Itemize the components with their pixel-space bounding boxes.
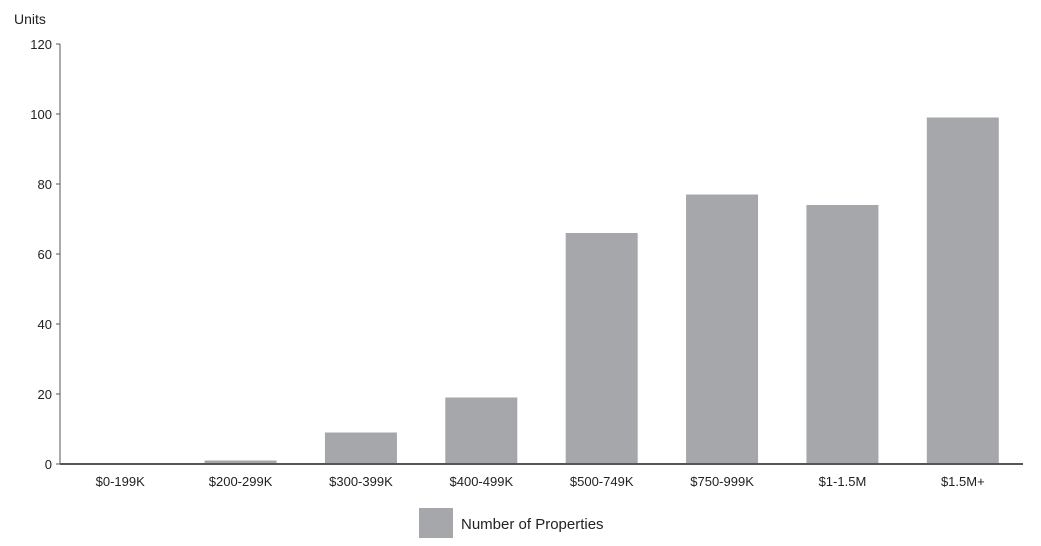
bar [445,397,518,464]
y-tick-label: 120 [30,37,52,52]
x-tick-label: $500-749K [570,474,634,489]
x-tick-label: $200-299K [209,474,273,489]
bar [686,194,759,464]
bar [565,233,638,464]
x-tick-label: $750-999K [690,474,754,489]
legend: Number of Properties [419,508,604,538]
y-axis-title: Units [14,11,46,27]
x-axis: $0-199K $200-299K $300-399K $400-499K $500-7… [60,463,1023,489]
y-tick-label: 80 [38,177,52,192]
bars [204,117,999,464]
legend-label: Number of Properties [461,516,604,533]
bar [324,432,397,464]
y-tick-label: 0 [45,457,52,472]
x-tick-label: $0-199K [96,474,145,489]
x-tick-label: $300-399K [329,474,393,489]
x-tick-label: $1.5M+ [941,474,985,489]
y-tick-label: 60 [38,247,52,262]
bar [204,460,277,464]
y-tick-label: 20 [38,387,52,402]
bar [926,117,999,464]
bar [806,205,879,464]
x-tick-label: $1-1.5M [819,474,867,489]
legend-swatch [419,508,453,538]
y-tick-label: 40 [38,317,52,332]
y-tick-label: 100 [30,107,52,122]
y-axis: 0 20 40 60 80 100 120 [30,37,61,472]
x-tick-label: $400-499K [450,474,514,489]
